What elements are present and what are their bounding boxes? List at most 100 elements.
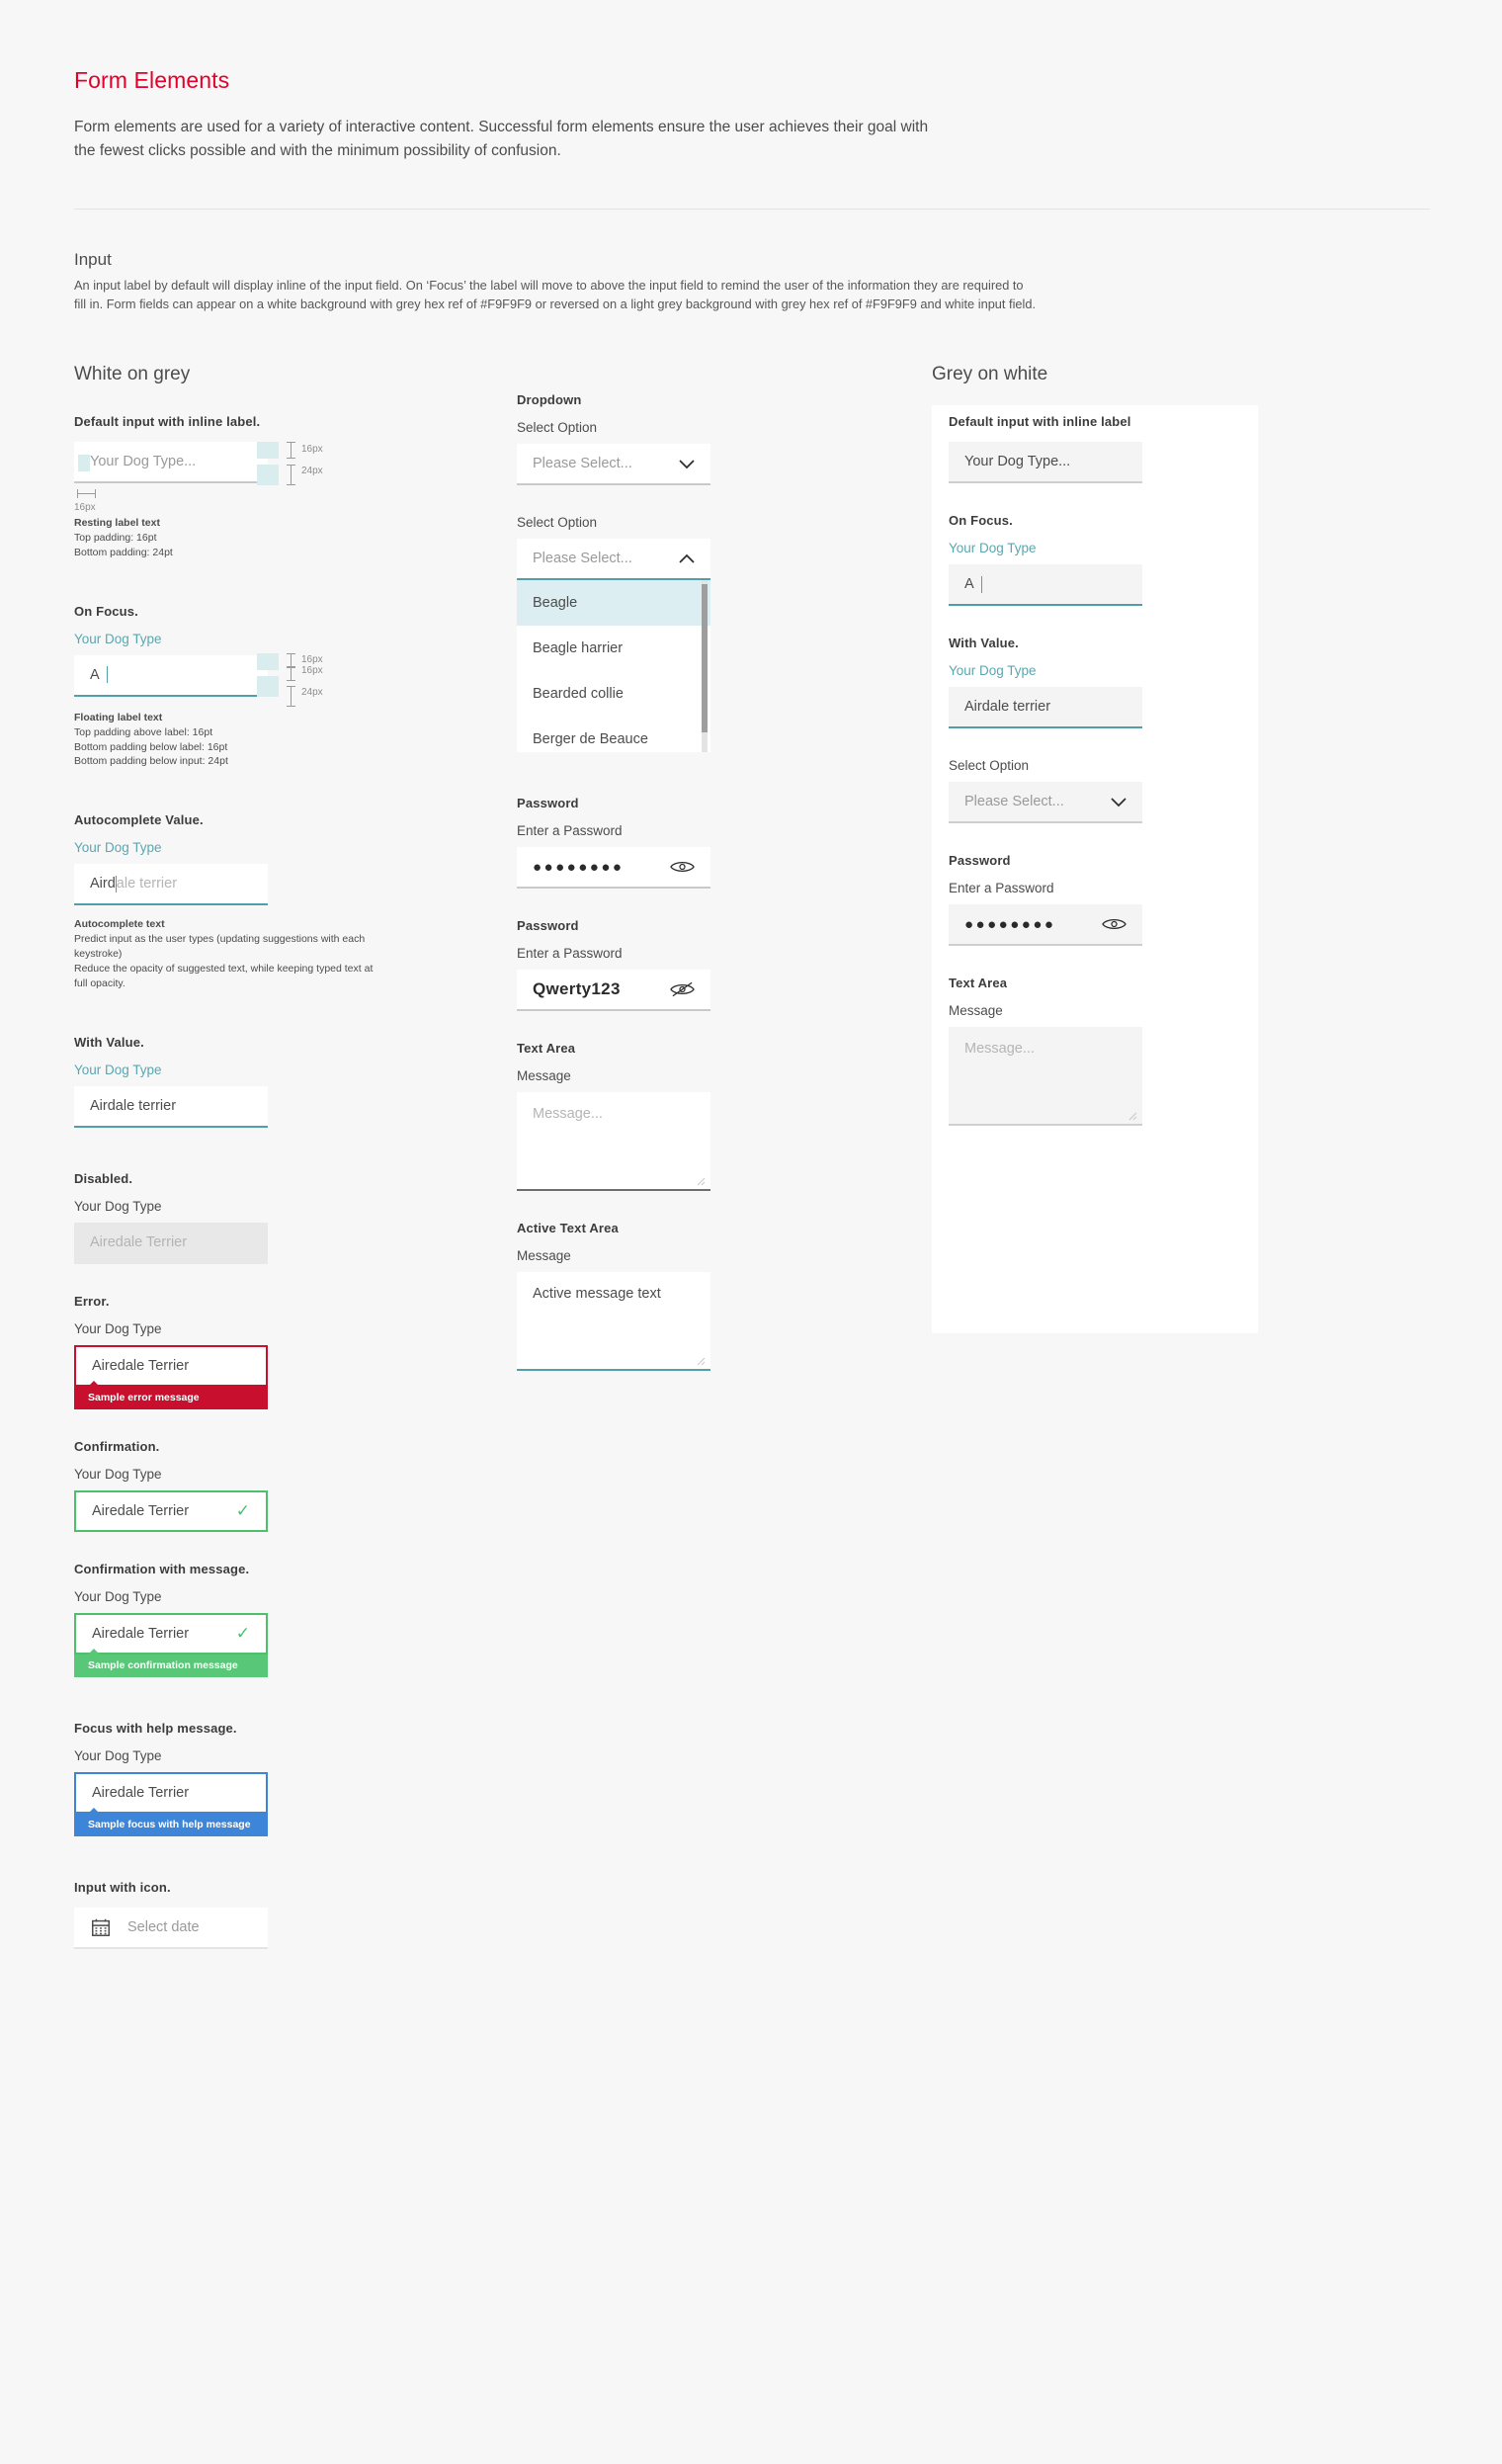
autocomplete-title: Autocomplete Value. xyxy=(74,812,204,828)
block-right-password: Password Enter a Password ●●●●●●●● xyxy=(949,853,1251,946)
right-on-focus-field[interactable]: A xyxy=(949,564,1142,606)
confirmation-message-text: Sample confirmation message xyxy=(88,1659,238,1672)
dropdown-option[interactable]: Bearded collie xyxy=(517,671,710,717)
padding-swatch-bottom xyxy=(257,465,279,485)
spec-label-top: 16px xyxy=(301,444,323,455)
password-field[interactable]: ●●●●●●●● xyxy=(517,847,710,889)
right-password-label: Enter a Password xyxy=(949,881,1054,895)
right-dropdown-label: Select Option xyxy=(949,758,1030,773)
block-autocomplete: Autocomplete Value. Your Dog Type Aird al… xyxy=(74,812,469,991)
block-right-textarea: Text Area Message Message... xyxy=(949,976,1251,1126)
default-input-field[interactable]: Your Dog Type... xyxy=(74,442,268,483)
text-caret xyxy=(980,575,982,593)
right-default-input-field[interactable]: Your Dog Type... xyxy=(949,442,1142,483)
autocomplete-note-line-4: full opacity. xyxy=(74,977,125,989)
autocomplete-note: Autocomplete text Predict input as the u… xyxy=(74,917,469,991)
password-visible-field[interactable]: Qwerty123 xyxy=(517,970,710,1011)
resize-handle-icon[interactable] xyxy=(1126,1109,1137,1121)
dropdown-option[interactable]: Beagle harrier xyxy=(517,626,710,671)
right-textarea-label: Message xyxy=(949,1003,1003,1018)
confirmation-value-text: Airedale Terrier xyxy=(92,1502,190,1519)
default-input-note-line-1: Top padding: 16pt xyxy=(74,531,157,544)
resize-handle-icon[interactable] xyxy=(695,1174,706,1186)
block-dropdown-open: Select Option Please Select... Beagle Be… xyxy=(517,515,843,752)
block-input-with-icon: Input with icon. Select date xyxy=(74,1880,469,1949)
input-description-line-2: fill in. Form fields can appear on a whi… xyxy=(74,296,1037,311)
section-divider xyxy=(74,209,1430,210)
right-with-value-field[interactable]: Airdale terrier xyxy=(949,687,1142,728)
chevron-up-icon[interactable] xyxy=(678,553,695,563)
confirmation-title: Confirmation. xyxy=(74,1438,160,1454)
right-on-focus-label: Your Dog Type xyxy=(949,541,1037,555)
error-field[interactable]: Airedale Terrier xyxy=(74,1344,268,1387)
block-textarea-active: Active Text Area Message Active message … xyxy=(517,1221,843,1371)
password-visible-title: Password xyxy=(517,918,579,933)
right-textarea-field[interactable]: Message... xyxy=(949,1027,1142,1126)
textarea-active-field[interactable]: Active message text xyxy=(517,1272,710,1371)
dropdown-option-label: Berger de Beauce xyxy=(533,731,648,747)
disabled-field: Airedale Terrier xyxy=(74,1222,268,1264)
dropdown-scrollbar-thumb[interactable] xyxy=(702,584,708,732)
focus-swatch-bottom xyxy=(257,675,279,697)
confirmation-field[interactable]: Airedale Terrier ✓ xyxy=(74,1489,268,1532)
autocomplete-label: Your Dog Type xyxy=(74,840,162,856)
right-default-input-placeholder: Your Dog Type... xyxy=(964,454,1071,469)
disabled-title: Disabled. xyxy=(74,1170,133,1186)
focus-help-arrow-icon xyxy=(87,1807,101,1815)
chevron-down-icon[interactable] xyxy=(1110,797,1126,807)
date-input-field[interactable]: Select date xyxy=(74,1907,268,1949)
focus-swatch-top xyxy=(257,652,279,670)
error-label: Your Dog Type xyxy=(74,1320,162,1336)
check-icon: ✓ xyxy=(235,1501,250,1521)
spec-bar-top xyxy=(287,442,295,459)
textarea-active-title: Active Text Area xyxy=(517,1221,619,1235)
block-default-input: Default input with inline label. Your Do… xyxy=(74,414,469,560)
focus-help-message-text: Sample focus with help message xyxy=(88,1819,251,1831)
block-right-with-value: With Value. Your Dog Type Airdale terrie… xyxy=(949,636,1251,728)
right-password-field[interactable]: ●●●●●●●● xyxy=(949,904,1142,946)
page-header: Form Elements Form elements are used for… xyxy=(74,67,1438,162)
right-on-focus-value: A xyxy=(964,576,974,592)
check-icon: ✓ xyxy=(235,1624,250,1644)
on-focus-floating-label: Your Dog Type xyxy=(74,631,162,646)
autocomplete-field[interactable]: Aird ale terrier xyxy=(74,864,268,906)
right-with-value-title: With Value. xyxy=(949,636,1019,650)
eye-off-icon[interactable] xyxy=(670,981,695,997)
dropdown-open-select[interactable]: Please Select... xyxy=(517,539,710,580)
dropdown-option[interactable]: Beagle xyxy=(517,580,710,626)
dropdown-option[interactable]: Berger de Beauce xyxy=(517,717,710,752)
on-focus-field[interactable]: A xyxy=(74,654,268,697)
confirmation-message-field[interactable]: Airedale Terrier ✓ xyxy=(74,1612,268,1655)
spec-label-bottom: 24px xyxy=(301,466,323,476)
textarea-placeholder: Message... xyxy=(533,1106,603,1122)
focus-help-field[interactable]: Airedale Terrier xyxy=(74,1771,268,1814)
spec-bar-left xyxy=(77,489,96,498)
resize-handle-icon[interactable] xyxy=(695,1354,706,1366)
confirmation-arrow-icon xyxy=(87,1648,101,1656)
right-dropdown-select[interactable]: Please Select... xyxy=(949,782,1142,823)
column-title-white-on-grey: White on grey xyxy=(74,364,191,384)
eye-icon[interactable] xyxy=(1102,916,1126,932)
error-message-text: Sample error message xyxy=(88,1392,200,1404)
password-label: Enter a Password xyxy=(517,823,623,838)
padding-swatch-left xyxy=(78,455,90,471)
page-description: Form elements are used for a variety of … xyxy=(74,116,1082,162)
dropdown-select[interactable]: Please Select... xyxy=(517,444,710,485)
eye-icon[interactable] xyxy=(670,859,695,875)
right-textarea-placeholder: Message... xyxy=(964,1041,1035,1057)
password-visible-value: Qwerty123 xyxy=(533,979,621,998)
block-right-default-input: Default input with inline label Your Dog… xyxy=(949,414,1251,483)
page-description-line-1: Form elements are used for a variety of … xyxy=(74,119,929,135)
column-grey-on-white: Grey on white Default input with inline … xyxy=(932,364,1268,1126)
padding-swatch-top xyxy=(257,442,279,459)
textarea-field[interactable]: Message... xyxy=(517,1092,710,1191)
dropdown-option-list[interactable]: Beagle Beagle harrier Bearded collie Ber… xyxy=(517,580,710,752)
calendar-icon xyxy=(90,1916,112,1938)
with-value-field[interactable]: Airdale terrier xyxy=(74,1085,268,1128)
block-on-focus: On Focus. Your Dog Type A 16px 16px 24px… xyxy=(74,604,469,770)
disabled-label: Your Dog Type xyxy=(74,1198,162,1214)
chevron-down-icon[interactable] xyxy=(678,459,695,469)
block-focus-help: Focus with help message. Your Dog Type A… xyxy=(74,1721,469,1836)
focus-help-message-banner: Sample focus with help message xyxy=(74,1807,268,1836)
